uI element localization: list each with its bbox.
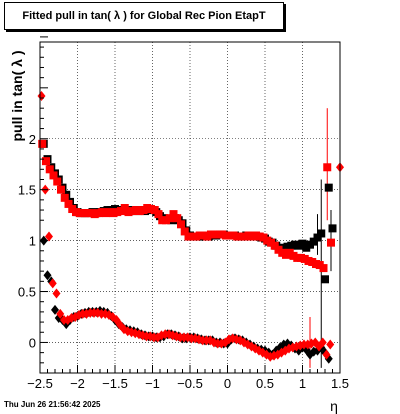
grid-lines (39, 42, 341, 373)
y-tick-label: 0 (29, 335, 36, 350)
square-marker (57, 185, 65, 194)
square-marker (42, 157, 50, 166)
square-marker (49, 171, 58, 180)
square-marker (173, 214, 182, 223)
square-marker (53, 177, 62, 186)
chart-title: Fitted pull in tan( λ ) for Global Rec P… (4, 2, 284, 30)
square-marker (150, 206, 159, 215)
x-tick-label: −0.5 (177, 376, 203, 391)
square-marker (321, 275, 329, 284)
diamond-marker (43, 270, 52, 281)
axis-ticks: −2.5 −2 −1.5 −1 −0.5 0 0.5 1 1.5 0 0.5 1 1.5 2 (18, 36, 349, 391)
x-tick-label: −1.5 (102, 376, 128, 391)
square-marker (180, 227, 189, 236)
x-tick-label: 0.5 (256, 376, 274, 391)
square-marker (319, 264, 328, 273)
diamond-marker (45, 231, 53, 242)
square-marker (327, 238, 335, 247)
diamond-marker (322, 349, 331, 360)
square-marker (60, 193, 69, 202)
square-marker (313, 233, 322, 242)
square-marker (298, 239, 307, 248)
square-marker (120, 204, 129, 213)
y-tick-label: 1 (29, 234, 36, 249)
diamond-marker (52, 288, 61, 299)
diamond-marker (318, 337, 327, 348)
square-marker (323, 163, 332, 172)
square-marker (177, 220, 185, 229)
square-marker (309, 237, 318, 246)
diamond-marker (48, 278, 57, 289)
square-marker (154, 210, 163, 219)
diamond-marker (37, 90, 46, 101)
x-tick-label: −2.5 (27, 376, 53, 391)
x-axis-label: η (330, 398, 338, 414)
y-tick-label: 2 (29, 132, 36, 147)
x-tick-label: 0 (224, 376, 231, 391)
square-marker (169, 210, 178, 219)
x-tick-label: 1.5 (331, 376, 349, 391)
timestamp: Thu Jun 26 21:56:42 2025 (4, 400, 101, 409)
square-marker (317, 229, 326, 238)
diamond-marker (326, 339, 335, 350)
y-tick-label: 0.5 (18, 285, 36, 300)
square-marker (328, 224, 337, 233)
y-tick-label: 1.5 (18, 183, 36, 198)
x-tick-label: −1 (145, 376, 160, 391)
diamond-marker (51, 304, 59, 315)
square-marker (270, 241, 279, 250)
x-tick-label: 1 (299, 376, 306, 391)
data-markers (37, 42, 344, 373)
square-marker (38, 139, 47, 148)
diamond-marker (56, 308, 65, 319)
y-axis-label: pull in tan( λ ) (9, 51, 25, 142)
square-marker (45, 165, 54, 174)
square-marker (324, 183, 333, 192)
x-tick-label: −2 (70, 376, 85, 391)
square-marker (64, 199, 73, 208)
square-marker (165, 214, 174, 223)
